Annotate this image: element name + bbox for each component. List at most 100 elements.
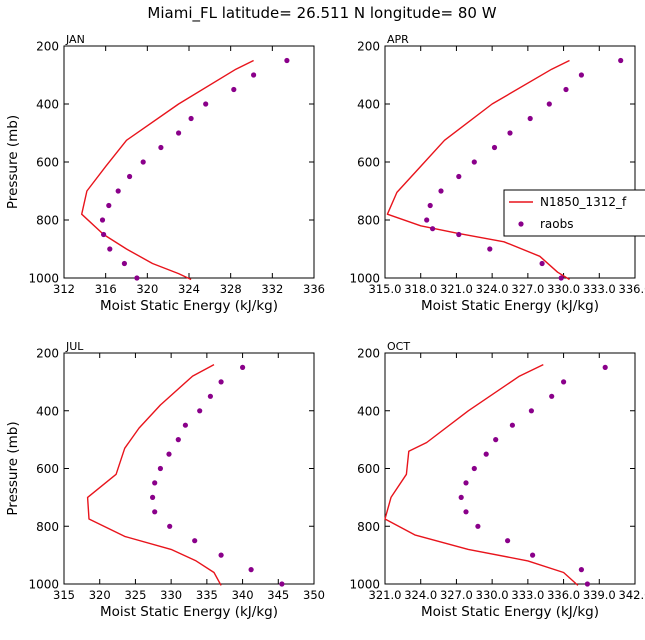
panel-oct: OCT 321.0 324.0 327.0 330.0 333.0 336.0 339.0 34… [349, 340, 645, 620]
obs-point [158, 144, 164, 151]
obs-point [134, 275, 140, 281]
y-tick-label: 800 [36, 214, 59, 228]
obs-point [203, 101, 209, 107]
obs-point [507, 130, 513, 136]
y-tick-label: 800 [357, 214, 380, 228]
obs-point [207, 393, 213, 399]
y-tick-label: 800 [357, 520, 380, 534]
x-axis-label: Moist Static Energy (kJ/kg) [421, 298, 599, 314]
obs-point [539, 260, 545, 267]
obs-point [549, 393, 555, 399]
plot-frame [384, 352, 636, 585]
panel-apr: APR 315.0 318.0 321.0 324.0 327.0 330.0 333.0 33… [349, 33, 645, 314]
figure-title: Miami_FL latitude= 26.511 N longitude= 8… [147, 4, 496, 23]
x-tick-label: 336.0 [547, 588, 580, 602]
obs-point [475, 523, 481, 529]
obs-point [527, 115, 533, 122]
obs-point [491, 144, 498, 151]
obs-point [578, 72, 585, 78]
y-tick-label: 200 [357, 347, 380, 361]
x-tick-label: 320 [89, 588, 111, 602]
obs-point [463, 509, 469, 515]
x-tick-label: 315.0 [369, 282, 402, 296]
x-tick-label: 336 [303, 282, 325, 296]
panel-jul: JUL 315 320 325 330 335 340 345 350 200 400 600 800 1… [5, 340, 325, 620]
x-tick-label: 333.0 [583, 282, 616, 296]
obs-point [487, 246, 493, 252]
x-tick-label: 333.0 [511, 588, 544, 602]
obs-point [578, 567, 585, 573]
x-tick-label: 340 [232, 588, 254, 602]
x-tick-label: 325 [124, 588, 146, 602]
obs-point [182, 422, 188, 428]
x-tick-label: 316 [95, 282, 117, 296]
y-tick-label: 1000 [28, 272, 59, 286]
x-tick-label: 321.0 [440, 282, 473, 296]
y-tick-label: 600 [36, 462, 59, 476]
y-axis-label: Pressure (mb) [5, 421, 21, 515]
x-axis-label: Moist Static Energy (kJ/kg) [421, 604, 599, 620]
obs-point [150, 494, 156, 500]
x-tick-label: 327.0 [440, 588, 473, 602]
obs-point [157, 465, 163, 472]
model-line [384, 363, 579, 586]
obs-point [483, 451, 489, 457]
obs-point [463, 480, 469, 486]
y-tick-label: 600 [357, 462, 380, 476]
model-line [386, 59, 570, 281]
model-line [86, 363, 222, 586]
plot-frame [63, 45, 315, 279]
obs-point [115, 188, 121, 194]
obs-point [106, 202, 112, 209]
model-line [80, 59, 254, 281]
obs-point [456, 231, 462, 238]
obs-point [107, 246, 113, 252]
y-tick-label: 200 [36, 40, 59, 54]
panel-label: JUL [65, 340, 84, 353]
x-axis-label: Moist Static Energy (kJ/kg) [100, 298, 278, 314]
obs-point [471, 159, 477, 165]
x-axis-label: Moist Static Energy (kJ/kg) [100, 604, 278, 620]
plot-frame [63, 352, 315, 585]
obs-point [240, 364, 246, 370]
x-tick-label: 324.0 [476, 282, 509, 296]
obs-point [424, 217, 430, 223]
obs-point [279, 581, 285, 587]
obs-point [218, 379, 224, 385]
obs-point [231, 86, 237, 93]
obs-point [192, 538, 198, 544]
obs-point [427, 202, 433, 209]
x-tick-label: 321.0 [369, 588, 402, 602]
y-axis-label: Pressure (mb) [5, 115, 21, 209]
y-tick-label: 1000 [349, 578, 380, 592]
panel-label: OCT [387, 340, 410, 353]
obs-point [558, 275, 564, 281]
obs-point [188, 115, 194, 122]
obs-point [284, 57, 290, 64]
obs-point [530, 552, 536, 558]
obs-point [167, 523, 173, 529]
y-tick-label: 400 [36, 98, 59, 112]
obs-point [121, 260, 127, 267]
x-tick-label: 350 [303, 588, 325, 602]
obs-point [218, 552, 224, 558]
y-tick-label: 400 [357, 404, 380, 418]
obs-point [546, 101, 552, 107]
y-tick-label: 400 [357, 98, 380, 112]
x-tick-label: 336.0 [619, 282, 645, 296]
x-tick-label: 342.0 [619, 588, 645, 602]
obs-point [101, 231, 107, 238]
panel-label: APR [387, 33, 409, 46]
obs-point [248, 567, 254, 573]
x-tick-label: 330.0 [476, 588, 509, 602]
obs-point [140, 159, 146, 165]
obs-point [509, 422, 515, 428]
y-tick-label: 1000 [349, 272, 380, 286]
obs-point [251, 72, 257, 78]
obs-point [618, 57, 624, 64]
y-tick-label: 600 [357, 156, 380, 170]
obs-point [528, 408, 535, 414]
obs-point [197, 408, 203, 414]
obs-point [152, 480, 158, 486]
x-tick-label: 330 [160, 588, 182, 602]
